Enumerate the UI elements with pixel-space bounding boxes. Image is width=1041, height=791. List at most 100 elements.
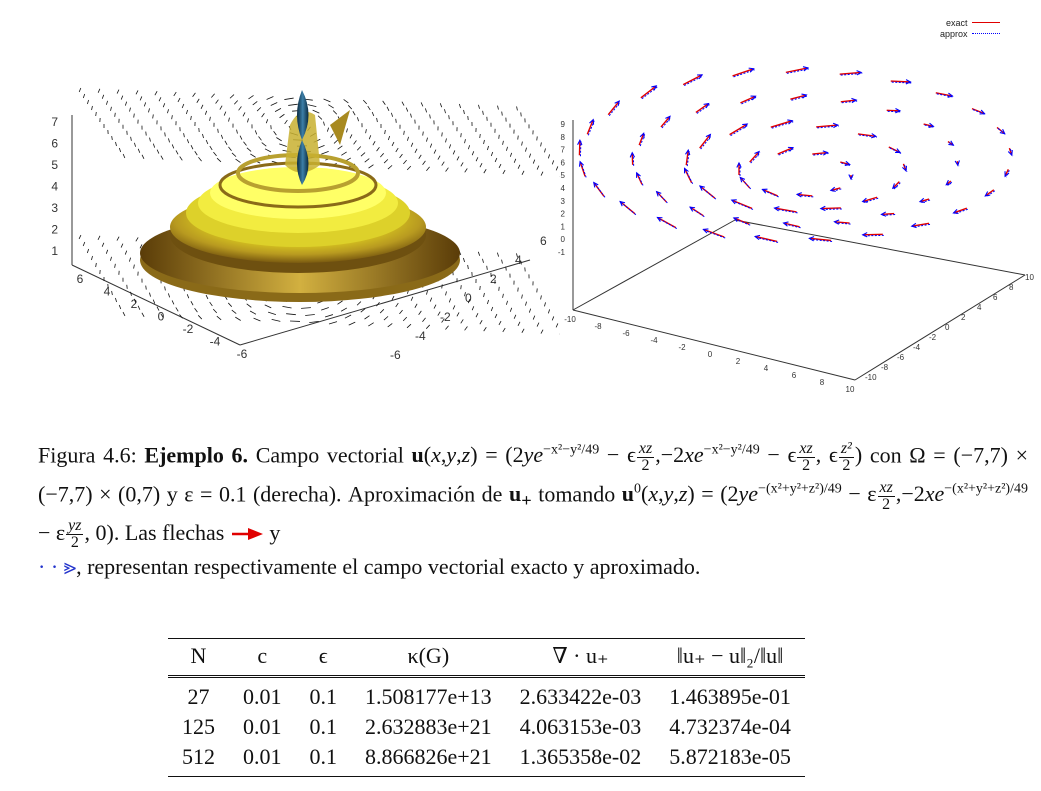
left-z-ticks: 1 2 3 4 5 6 7 bbox=[51, 115, 58, 258]
arrow-head bbox=[578, 160, 584, 167]
arrow-head bbox=[750, 95, 757, 101]
arrow-head bbox=[880, 211, 887, 217]
left-field-arrow bbox=[115, 297, 117, 303]
left-field-arrow bbox=[520, 260, 522, 265]
left-field-arrow bbox=[376, 302, 380, 307]
left-field-arrow bbox=[215, 99, 219, 104]
left-field-arrow bbox=[362, 99, 368, 105]
arrow-head bbox=[947, 92, 954, 98]
left-field-arrow bbox=[494, 313, 498, 319]
left-field-arrow bbox=[250, 153, 256, 158]
left-field-arrow bbox=[456, 312, 460, 317]
cell: 0.01 bbox=[243, 714, 282, 739]
left-field-arrow bbox=[122, 153, 126, 159]
cell: 1.463895e-01 bbox=[669, 684, 791, 709]
left-field-arrow bbox=[264, 148, 272, 153]
approx-arrow bbox=[704, 229, 726, 239]
blue-dotted-arrow-icon: · · ⪢ bbox=[38, 553, 77, 579]
right-z-tick-label: 0 bbox=[561, 235, 566, 244]
arrow-head bbox=[984, 191, 991, 197]
right-x-tick-label: 8 bbox=[820, 378, 825, 387]
arrow-head bbox=[665, 115, 671, 122]
left-field-arrow bbox=[483, 327, 487, 332]
right-y-ticks: -10 -8 -6 -4 -2 0 2 4 6 8 10 bbox=[865, 273, 1034, 382]
caption-t3: tomando bbox=[538, 481, 616, 507]
left-field-arrow bbox=[365, 129, 367, 134]
left-field-arrow bbox=[410, 113, 412, 118]
left-field-arrow bbox=[344, 314, 352, 319]
left-field-arrow bbox=[190, 301, 194, 306]
left-field-arrow bbox=[478, 104, 480, 109]
right-z-tick-label: 2 bbox=[561, 210, 566, 219]
table-header-row: N c ϵ κ(G) ∇ · u₊ ‖u₊ − u‖₂/‖u‖ bbox=[168, 638, 805, 678]
left-field-arrow bbox=[395, 147, 399, 153]
arrow-head bbox=[948, 140, 955, 146]
arrow-head bbox=[761, 188, 768, 194]
left-field-arrow bbox=[506, 146, 508, 151]
left-field-arrow bbox=[243, 141, 247, 146]
right-plot-legend: exact approx bbox=[940, 17, 1000, 39]
right-y-tick-label: -6 bbox=[897, 353, 905, 362]
caption-label: Figura 4.6: bbox=[38, 442, 137, 468]
exact-arrow bbox=[774, 207, 797, 213]
arrow-head bbox=[952, 208, 959, 215]
cell: 0.1 bbox=[309, 684, 338, 709]
left-field-arrow bbox=[209, 301, 213, 307]
left-field-arrow bbox=[487, 299, 489, 305]
arrow-head bbox=[773, 206, 780, 212]
arrow-head bbox=[895, 148, 902, 154]
approx-arrow bbox=[841, 100, 858, 104]
left-field-arrow bbox=[179, 156, 183, 161]
left-field-arrow bbox=[487, 145, 489, 151]
left-field-arrow bbox=[115, 141, 117, 147]
left-field-arrow bbox=[219, 105, 223, 110]
exact-arrow bbox=[755, 235, 778, 243]
left-field-arrow bbox=[525, 301, 527, 306]
left-field-arrow bbox=[152, 299, 156, 304]
left-field-arrow bbox=[384, 129, 386, 135]
left-field-arrow bbox=[97, 88, 101, 93]
left-field-arrow bbox=[78, 234, 82, 240]
header-kappa: κ(G) bbox=[351, 638, 506, 678]
exact-arrow bbox=[971, 107, 985, 115]
left-field-arrow bbox=[548, 154, 550, 159]
exact-arrow bbox=[777, 146, 794, 155]
exact-arrow bbox=[740, 95, 756, 104]
left-field-arrow bbox=[521, 328, 525, 333]
left-field-arrow bbox=[91, 255, 93, 261]
arrow-head bbox=[954, 160, 960, 167]
exact-arrow bbox=[857, 133, 876, 137]
right-y-tick-label: 0 bbox=[945, 323, 950, 332]
left-field-arrow bbox=[205, 139, 209, 145]
left-field-arrow bbox=[130, 291, 132, 296]
arrow-head bbox=[748, 67, 755, 73]
left-field-arrow bbox=[460, 162, 464, 167]
left-field-arrow bbox=[321, 307, 329, 311]
left-field-arrow bbox=[429, 114, 431, 119]
left-field-arrow bbox=[312, 109, 320, 114]
left-field-arrow bbox=[460, 133, 462, 138]
left-field-arrow bbox=[383, 316, 389, 321]
left-field-arrow bbox=[82, 93, 86, 99]
exact-arrow bbox=[816, 124, 838, 128]
left-field-arrow bbox=[463, 257, 465, 263]
left-field-arrow bbox=[343, 99, 349, 104]
left-field-arrow bbox=[399, 153, 403, 159]
left-field-arrow bbox=[82, 241, 86, 247]
arrow-head bbox=[822, 150, 829, 156]
left-field-arrow bbox=[540, 329, 544, 334]
left-field-arrow bbox=[517, 135, 519, 140]
left-field-arrow bbox=[254, 130, 258, 135]
left-field-arrow bbox=[135, 237, 139, 242]
left-field-arrow bbox=[279, 113, 285, 119]
left-z-tick-label: 7 bbox=[51, 115, 58, 129]
left-field-arrow bbox=[536, 136, 538, 141]
left-field-arrow bbox=[332, 110, 338, 115]
arrow-head bbox=[577, 139, 583, 146]
left-field-arrow bbox=[271, 319, 281, 322]
approx-arrow bbox=[580, 162, 587, 178]
left-field-arrow bbox=[517, 164, 521, 169]
approx-arrow bbox=[686, 151, 690, 167]
left-field-arrow bbox=[356, 301, 362, 306]
left-field-arrow bbox=[376, 117, 378, 123]
